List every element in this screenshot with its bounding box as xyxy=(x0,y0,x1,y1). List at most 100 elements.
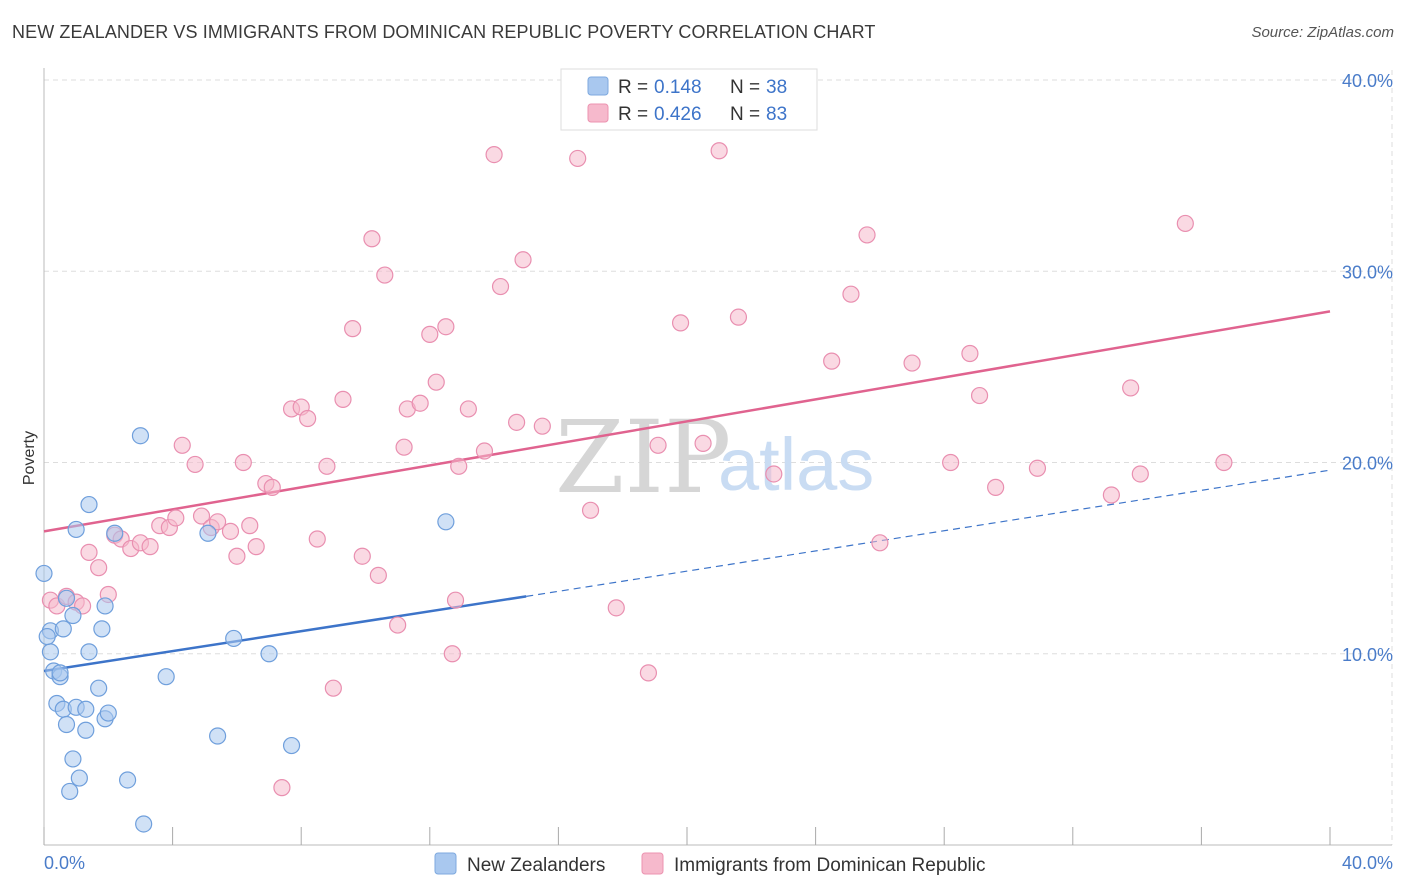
legend-n-label-1: N = xyxy=(730,77,760,98)
dominican-point xyxy=(1122,379,1140,397)
dominican-point xyxy=(353,547,371,565)
new-zealander-trendline xyxy=(43,595,527,673)
dominican-point xyxy=(491,277,510,296)
new-zealander-point xyxy=(70,769,88,787)
dominican-point xyxy=(411,394,429,412)
dominican-point xyxy=(90,559,108,577)
dominican-point xyxy=(569,149,587,168)
new-zealander-point xyxy=(35,564,53,583)
bottom-legend-label-1: New Zealanders xyxy=(467,855,605,876)
bottom-legend-swatch-pink xyxy=(641,852,664,875)
dominican-point xyxy=(729,308,748,326)
new-zealander-point xyxy=(209,727,227,745)
dominican-point xyxy=(421,325,439,343)
source-label: Source: ZipAtlas.com xyxy=(1251,24,1394,41)
dominican-point xyxy=(694,434,712,452)
dominican-point xyxy=(263,478,281,496)
dominican-point xyxy=(228,547,246,565)
legend-n-value-2: 83 xyxy=(766,104,787,125)
dominican-point xyxy=(942,453,960,472)
dominican-point xyxy=(987,478,1005,496)
new-zealander-point xyxy=(99,704,117,722)
dominican-point xyxy=(324,679,342,697)
new-zealander-trendline-extension xyxy=(526,469,1331,597)
dominican-point xyxy=(446,591,465,609)
new-zealander-point xyxy=(135,815,153,833)
dominican-point xyxy=(649,436,667,454)
dominican-point xyxy=(514,251,532,269)
legend-n-label-2: N = xyxy=(730,104,760,125)
dominican-point xyxy=(858,226,876,244)
legend-r-value-1: 0.148 xyxy=(654,77,702,98)
bottom-legend-label-2: Immigrants from Dominican Republic xyxy=(674,855,986,876)
dominican-point xyxy=(427,373,445,391)
dominican-point xyxy=(823,352,841,370)
legend-n-value-1: 38 xyxy=(766,77,787,98)
dominican-point xyxy=(141,538,159,556)
dominican-point xyxy=(765,465,783,483)
dominican-point xyxy=(450,457,468,475)
dominican-point xyxy=(395,438,413,456)
legend-r-label-2: R = xyxy=(618,104,648,125)
dominican-point xyxy=(1028,459,1047,477)
dominican-point xyxy=(186,455,204,474)
dominican-point xyxy=(376,266,394,284)
dominican-point xyxy=(961,344,979,363)
dominican-point xyxy=(437,318,455,336)
dominican-point xyxy=(241,517,259,535)
new-zealander-point xyxy=(51,664,69,682)
legend-swatch-blue xyxy=(587,76,609,96)
dominican-point xyxy=(671,314,690,332)
new-zealander-point xyxy=(106,524,124,542)
new-zealander-point xyxy=(90,679,108,697)
dominican-point xyxy=(173,436,191,454)
trend-layer xyxy=(43,310,1331,673)
dominican-point xyxy=(369,566,387,584)
dominican-point xyxy=(389,616,407,634)
dominican-point xyxy=(871,534,889,552)
new-zealander-point xyxy=(282,736,301,755)
y-tick-label: 30.0% xyxy=(1342,262,1393,282)
dominican-point xyxy=(1176,214,1194,233)
y-tick-label: 40.0% xyxy=(1342,71,1393,91)
new-zealander-point xyxy=(57,589,76,607)
dominican-point xyxy=(639,664,658,682)
y-axis-label: Poverty xyxy=(21,431,38,485)
legend-r-label-1: R = xyxy=(618,77,648,98)
new-zealander-point xyxy=(199,524,217,542)
new-zealander-point xyxy=(67,520,85,539)
dominican-point xyxy=(1131,465,1149,483)
dominican-point xyxy=(334,390,352,408)
dominican-point xyxy=(318,457,336,475)
watermark: ZIP atlas xyxy=(555,399,874,516)
correlation-legend: R = 0.148 N = 38 R = 0.426 N = 83 xyxy=(560,68,818,131)
new-zealander-point xyxy=(93,620,111,638)
dominican-point xyxy=(247,538,265,556)
new-zealander-point xyxy=(77,700,95,718)
dominican-point xyxy=(221,522,240,540)
new-zealander-point xyxy=(64,750,82,768)
bottom-legend-swatch-blue xyxy=(434,852,457,875)
x-tick-label: 40.0% xyxy=(1342,853,1393,873)
dominican-point xyxy=(363,230,381,248)
dominican-point xyxy=(344,320,362,338)
chart-title: NEW ZEALANDER VS IMMIGRANTS FROM DOMINIC… xyxy=(12,22,876,42)
dominican-trendline xyxy=(43,310,1331,533)
watermark-atlas: atlas xyxy=(718,423,874,506)
new-zealander-point xyxy=(64,606,82,625)
dominican-point xyxy=(581,501,600,519)
new-zealander-point xyxy=(131,427,150,445)
points-layer xyxy=(35,142,1233,833)
new-zealander-point xyxy=(38,627,56,646)
new-zealander-point xyxy=(80,643,98,661)
new-zealander-point xyxy=(54,620,72,638)
dominican-point xyxy=(508,413,526,431)
dominican-point xyxy=(607,599,625,617)
dominican-point xyxy=(1215,453,1233,472)
new-zealander-point xyxy=(157,668,175,686)
dominican-point xyxy=(308,530,326,548)
new-zealander-point xyxy=(96,597,114,615)
dominican-point xyxy=(970,386,989,405)
dominican-point xyxy=(485,145,503,164)
